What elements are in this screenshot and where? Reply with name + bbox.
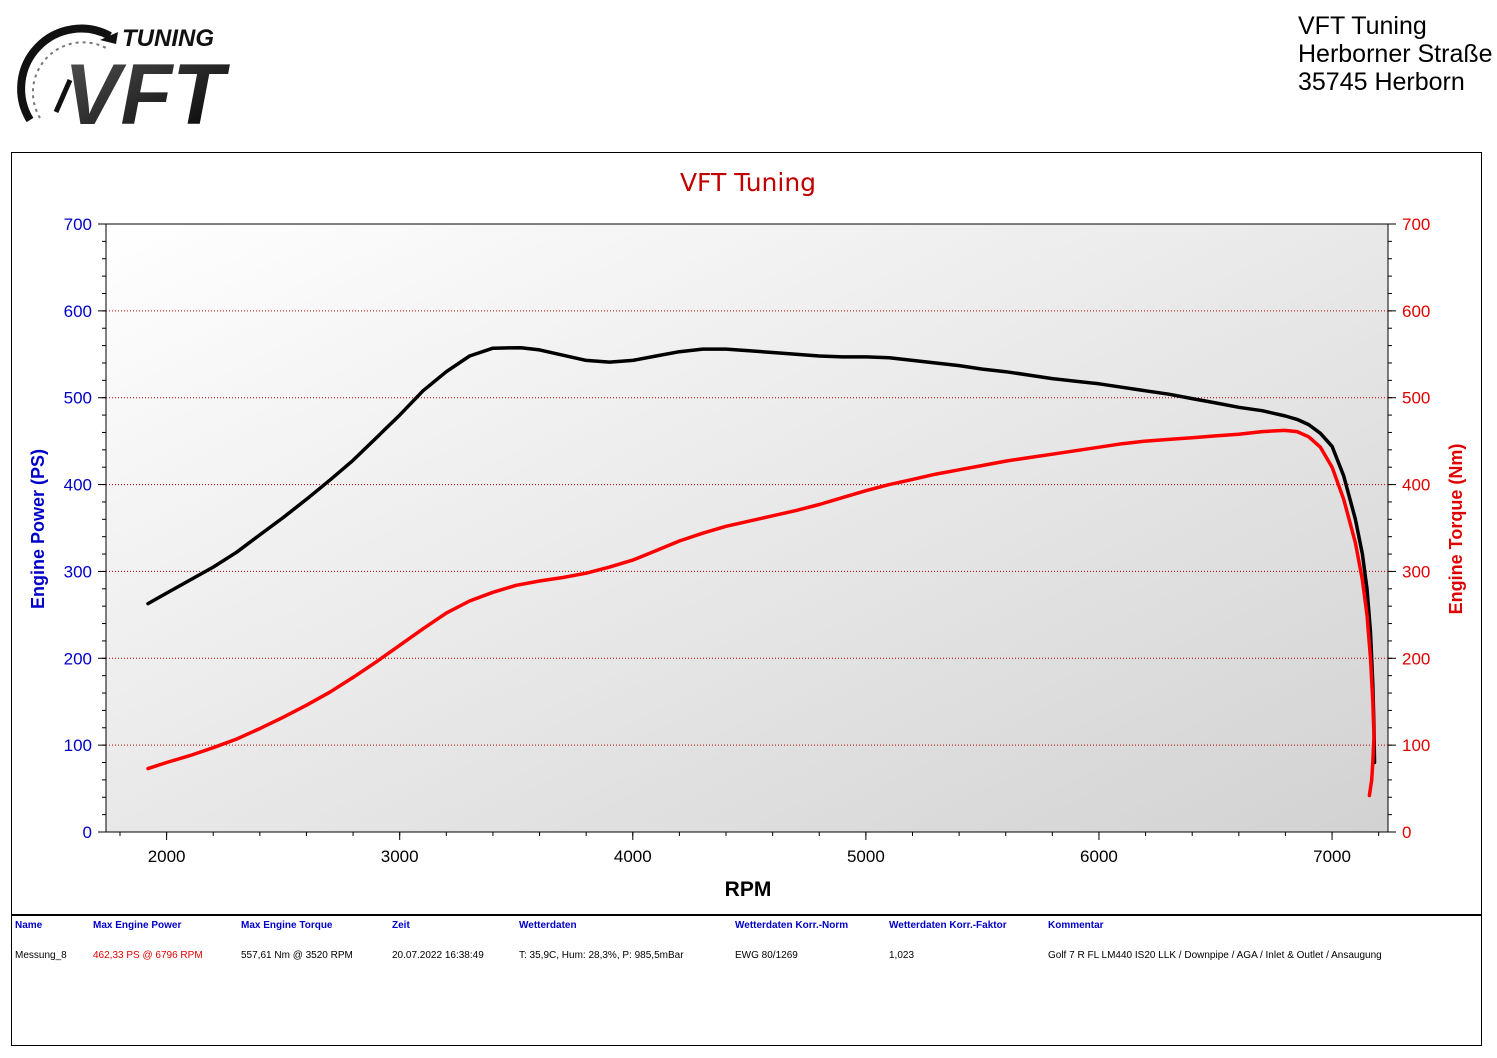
address-line-company: VFT Tuning (1298, 12, 1427, 40)
vft-logo: TUNING VFT (10, 20, 242, 143)
power-series-line (146, 428, 1376, 798)
x-tick-label: 7000 (1313, 847, 1351, 866)
y-right-tick-label: 500 (1402, 389, 1430, 408)
value-weather: T: 35,9C, Hum: 28,3%, P: 985,5mBar (519, 950, 684, 961)
measurement-table: Name Max Engine Power Max Engine Torque … (11, 915, 1482, 1046)
header-weather-factor: Wetterdaten Korr.-Faktor (889, 920, 1007, 931)
gauge-arc-icon (17, 24, 112, 123)
plot-area (105, 223, 1389, 833)
value-comment: Golf 7 R FL LM440 IS20 LLK / Downpipe / … (1048, 950, 1382, 961)
y-left-tick-label: 300 (64, 562, 92, 581)
logo-mark-text: VFT (64, 47, 230, 132)
y-left-tick-label: 500 (64, 389, 92, 408)
y-right-tick-label: 600 (1402, 302, 1430, 321)
x-tick-label: 4000 (614, 847, 652, 866)
header-comment: Kommentar (1048, 920, 1104, 931)
x-tick-label: 2000 (148, 847, 186, 866)
address-line-city: 35745 Herborn (1298, 68, 1465, 96)
y-right-tick-label: 100 (1402, 736, 1430, 755)
y-left-tick-label: 600 (64, 302, 92, 321)
x-tick-label: 3000 (381, 847, 419, 866)
y-left-tick-label: 0 (83, 823, 92, 842)
x-tick-label: 5000 (847, 847, 885, 866)
value-max-power: 462,33 PS @ 6796 RPM (93, 950, 203, 961)
value-max-torque: 557,61 Nm @ 3520 RPM (241, 950, 353, 961)
header-max-torque: Max Engine Torque (241, 920, 333, 931)
header-max-power: Max Engine Power (93, 920, 182, 931)
y-right-tick-label: 300 (1402, 562, 1430, 581)
header-time: Zeit (392, 920, 410, 931)
y-left-tick-label: 100 (64, 736, 92, 755)
y-right-tick-label: 200 (1402, 649, 1430, 668)
y-left-tick-label: 400 (64, 476, 92, 495)
address-block: VFT Tuning Herborner Straße 35745 Herbor… (1298, 12, 1493, 96)
y-right-tick-label: 0 (1402, 823, 1411, 842)
dyno-chart: 0100200300400500600700010020030040050060… (28, 168, 1466, 901)
value-weather-norm: EWG 80/1269 (735, 950, 798, 961)
x-axis-label: RPM (725, 878, 772, 901)
value-weather-factor: 1,023 (889, 950, 915, 961)
vft-logo-graphic: TUNING VFT (17, 24, 230, 143)
chart-title: VFT Tuning (680, 168, 816, 197)
logo-tuning-text: TUNING (122, 25, 214, 52)
header-name: Name (15, 920, 43, 931)
chart-frame: 0 100 200 300 400 500 600 700 0 100 200 300 400 500 60… (11, 152, 1482, 915)
address-line-street: Herborner Straße (1298, 40, 1493, 68)
header-weather-norm: Wetterdaten Korr.-Norm (735, 920, 849, 931)
header-weather: Wetterdaten (519, 920, 577, 931)
y-left-tick-label: 200 (64, 649, 92, 668)
y-axis-right-label: Engine Torque (Nm) (1446, 444, 1466, 615)
torque-series-line (146, 345, 1377, 765)
value-time: 20.07.2022 16:38:49 (392, 950, 484, 961)
x-tick-label: 6000 (1080, 847, 1118, 866)
value-name: Messung_8 (15, 950, 67, 961)
y-right-tick-label: 400 (1402, 476, 1430, 495)
y-right-tick-label: 700 (1402, 215, 1430, 234)
y-axis-left-label: Engine Power (PS) (28, 449, 48, 609)
y-left-tick-label: 700 (64, 215, 92, 234)
